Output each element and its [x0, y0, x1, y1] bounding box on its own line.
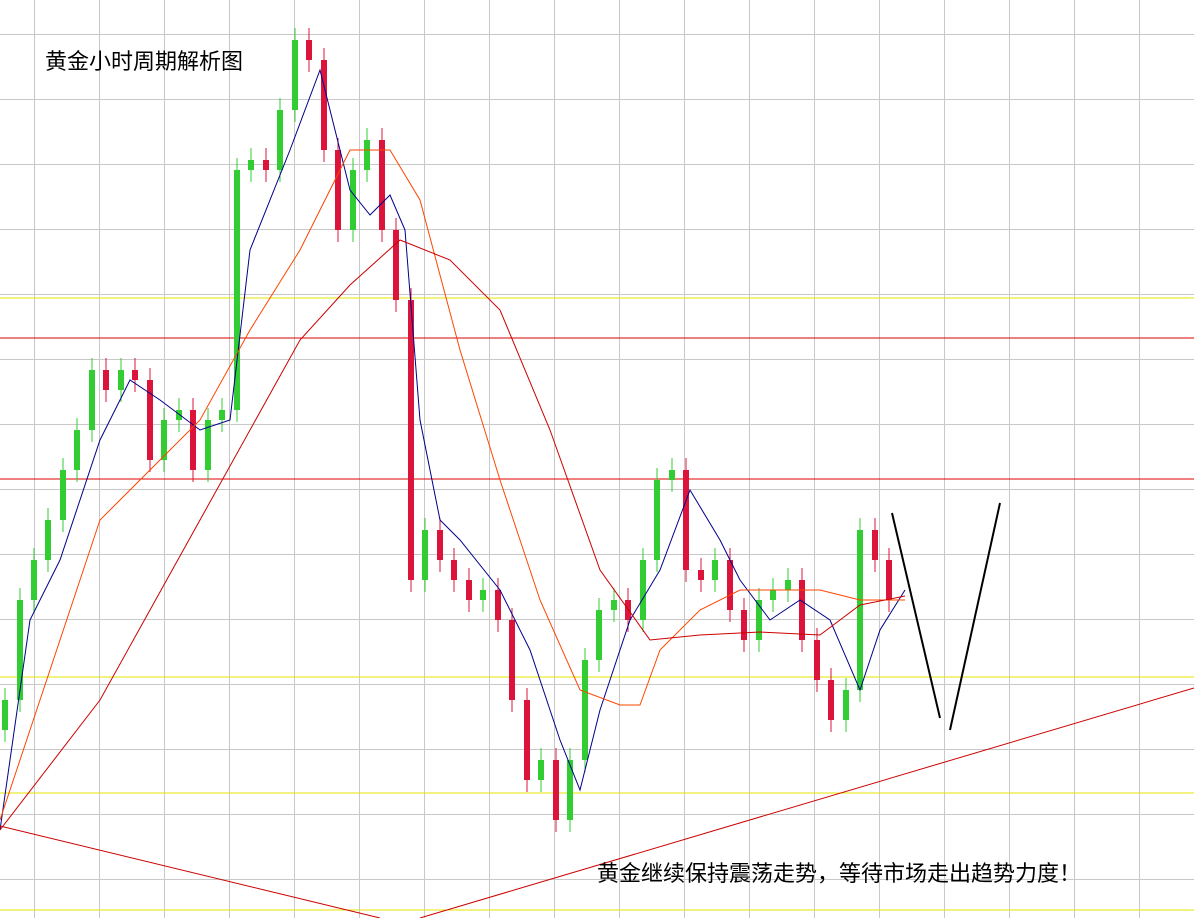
candle-body — [248, 160, 254, 170]
candle-body — [176, 410, 182, 420]
candle-body — [712, 560, 718, 580]
trend-line — [891, 512, 941, 719]
candle-body — [799, 580, 805, 640]
candle-body — [770, 590, 776, 600]
candle-body — [451, 560, 457, 580]
candle-body — [60, 470, 66, 520]
trend-line — [419, 687, 1194, 918]
candle-body — [147, 380, 153, 460]
candle-body — [161, 420, 167, 460]
candle-body — [379, 140, 385, 230]
candle-body — [205, 420, 211, 470]
candle-body — [814, 640, 820, 680]
candle-body — [132, 370, 138, 380]
candle-body — [669, 470, 675, 480]
candle-body — [698, 570, 704, 580]
candle-body — [741, 610, 747, 640]
candle-body — [553, 760, 559, 820]
trend-line — [0, 825, 381, 918]
candle-body — [611, 600, 617, 610]
candle-body — [886, 560, 892, 600]
candle-body — [785, 580, 791, 590]
candle-body — [828, 680, 834, 720]
candle-body — [509, 620, 515, 700]
moving-average — [0, 68, 906, 831]
moving-average — [0, 149, 905, 821]
candle-body — [118, 370, 124, 390]
candle-body — [582, 660, 588, 760]
candle-body — [466, 580, 472, 600]
candle-body — [567, 760, 573, 820]
candle-body — [422, 530, 428, 580]
candle-body — [756, 600, 762, 640]
candle-body — [219, 410, 225, 420]
candle-body — [727, 560, 733, 610]
candle-body — [74, 430, 80, 470]
candle-body — [495, 590, 501, 620]
candle-body — [640, 560, 646, 620]
candle-body — [2, 700, 8, 730]
candle-body — [263, 160, 269, 170]
candle-body — [335, 150, 341, 230]
candle-body — [393, 230, 399, 300]
candle-body — [17, 600, 23, 700]
chart-title: 黄金小时周期解析图 — [45, 50, 244, 75]
candle-body — [872, 530, 878, 560]
trend-line — [949, 502, 1001, 731]
moving-average — [0, 239, 906, 831]
candle-body — [103, 370, 109, 390]
candle-body — [321, 60, 327, 150]
candle-body — [596, 610, 602, 660]
candle-body — [408, 300, 414, 580]
candle-body — [364, 140, 370, 170]
candle-body — [350, 170, 356, 230]
candle-body — [45, 520, 51, 560]
candle-body — [857, 530, 863, 690]
candle-body — [538, 760, 544, 780]
candle-body — [306, 40, 312, 60]
candle-body — [190, 410, 196, 470]
candle-body — [292, 40, 298, 110]
candle-body — [524, 700, 530, 780]
candle-body — [277, 110, 283, 170]
candle-body — [480, 590, 486, 600]
candle-body — [31, 560, 37, 600]
candle-body — [683, 470, 689, 570]
annotation: 黄金继续保持震荡走势，等待市场走出趋势力度！ — [597, 862, 1082, 887]
candle-body — [234, 170, 240, 410]
candle-body — [843, 690, 849, 720]
candle-body — [89, 370, 95, 430]
candle-body — [437, 530, 443, 560]
candle-body — [654, 480, 660, 560]
